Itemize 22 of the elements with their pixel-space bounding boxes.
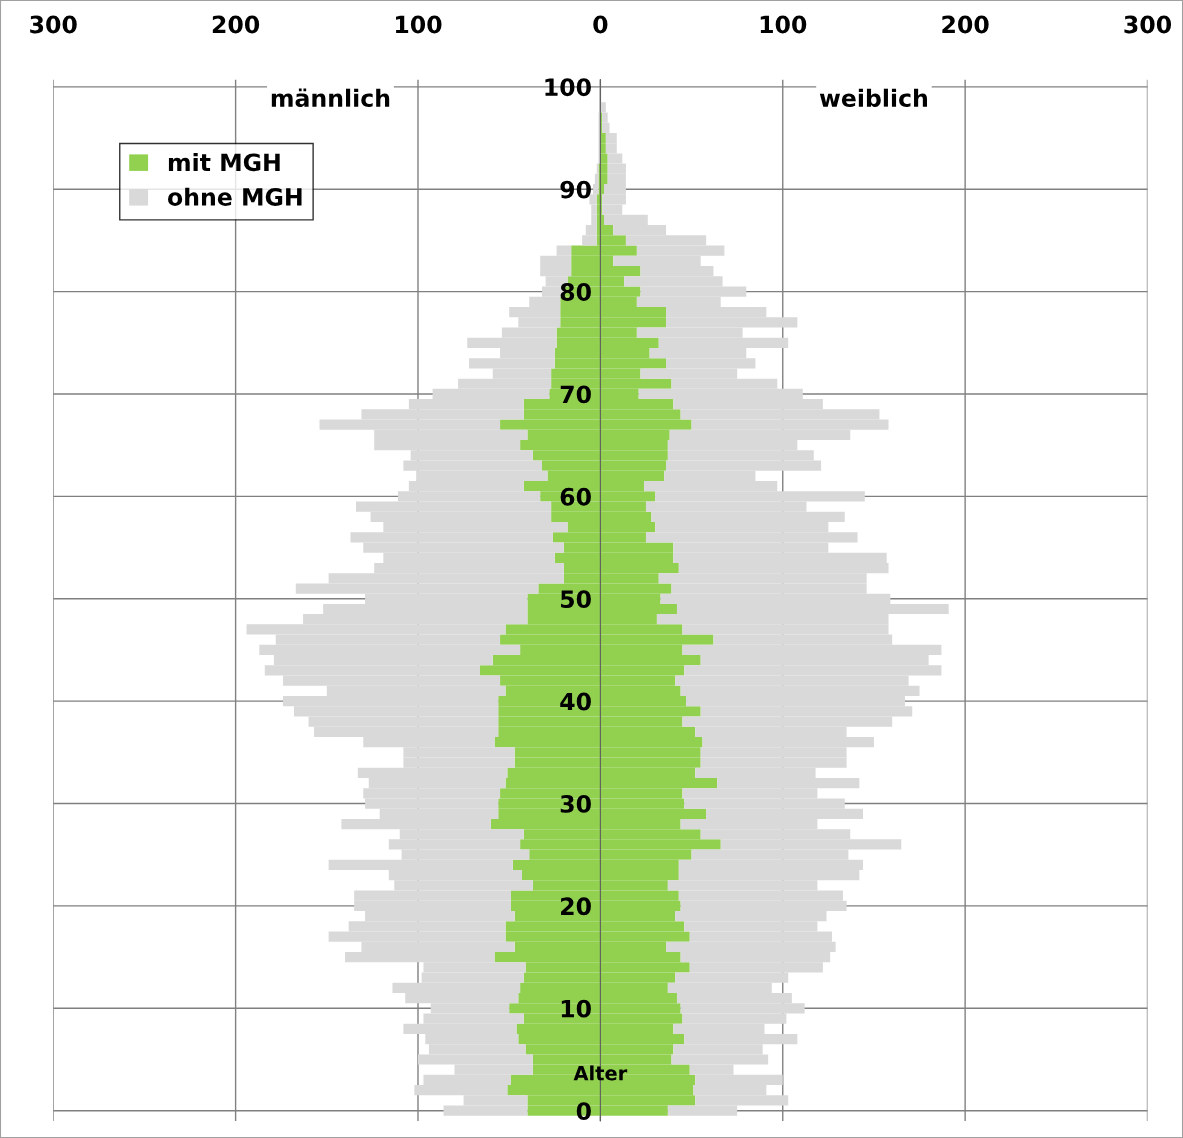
y-tick-label: 100 <box>545 78 591 97</box>
y-tick-label: 60 <box>560 487 591 506</box>
legend-label: ohne MGH <box>167 187 302 206</box>
x-tick-label: 200 <box>212 15 260 34</box>
annotation: männlich <box>271 88 390 107</box>
y-tick-label: 0 <box>576 1102 591 1120</box>
y-tick-label: 40 <box>560 692 591 711</box>
annotation: Alter <box>573 1065 628 1081</box>
annotation: weiblich <box>819 88 927 107</box>
legend-label: mit MGH <box>168 152 280 172</box>
x-tick-label: 200 <box>942 15 989 34</box>
x-tick-label: 300 <box>30 15 77 34</box>
x-tick-label: 100 <box>760 15 807 34</box>
y-tick-label: 70 <box>560 385 591 404</box>
x-tick-label: 0 <box>593 15 608 34</box>
y-tick-label: 30 <box>560 794 591 813</box>
x-tick-label: 300 <box>1124 15 1172 34</box>
y-tick-label: 10 <box>561 999 591 1018</box>
y-tick-label: 50 <box>561 590 591 609</box>
x-tick-label: 100 <box>396 15 442 34</box>
y-tick-label: 20 <box>561 897 591 916</box>
y-tick-label: 90 <box>560 180 591 199</box>
